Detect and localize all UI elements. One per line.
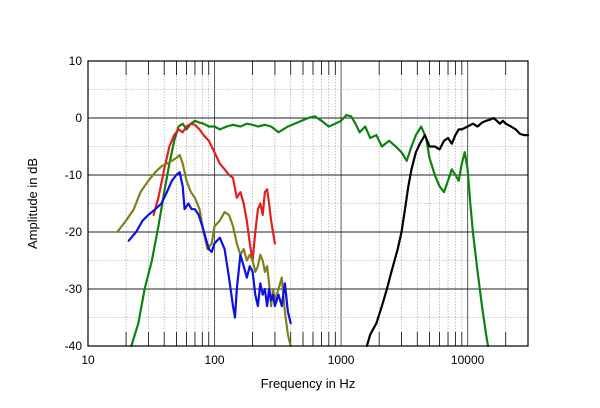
y-tick-labels: 10 0 -10 -20 -30 -40 [65,54,83,353]
x-tick-label: 10000 [451,353,485,367]
x-axis-title: Frequency in Hz [261,376,356,391]
series-line-red [152,122,276,262]
y-tick-label: -20 [65,225,83,239]
y-tick-label: -40 [65,339,83,353]
y-tick-label: 10 [69,54,83,68]
x-tick-label: 100 [205,353,225,367]
y-tick-label: 0 [75,111,82,125]
plot-frame [87,60,529,347]
series-group [116,114,530,348]
series-line-blue [127,171,292,325]
x-tick-label: 10 [81,353,95,367]
series-line-black [365,116,530,348]
y-axis-title: Amplitude in dB [25,158,40,249]
y-tick-label: -10 [65,168,83,182]
x-tick-labels: 10 100 1000 10000 [81,353,484,367]
y-tick-label: -30 [65,282,83,296]
x-tick-label: 1000 [328,353,355,367]
